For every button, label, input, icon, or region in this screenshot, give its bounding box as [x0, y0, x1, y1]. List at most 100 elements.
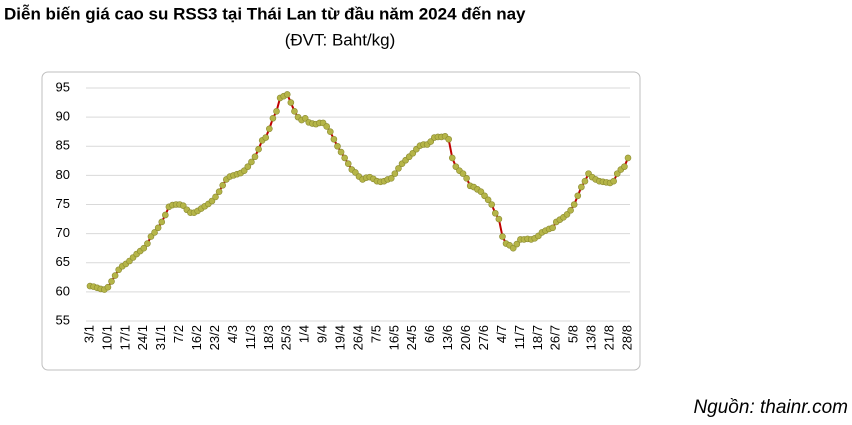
x-tick-label: 4/3: [225, 325, 240, 343]
marker: [158, 218, 166, 226]
x-tick-label: 3/1: [81, 325, 96, 343]
marker: [291, 108, 298, 115]
marker: [104, 283, 112, 291]
marker: [567, 207, 574, 214]
marker: [613, 170, 621, 177]
marker: [323, 123, 331, 130]
x-tick-label: 26/4: [350, 325, 365, 350]
marker: [352, 169, 359, 176]
marker: [477, 188, 485, 195]
marker: [549, 224, 556, 232]
marker: [208, 197, 216, 205]
x-tick-label: 18/3: [261, 325, 276, 350]
marker: [140, 244, 148, 252]
marker: [578, 183, 585, 191]
marker: [269, 114, 277, 122]
marker: [624, 154, 632, 162]
marker: [337, 148, 345, 156]
line: [89, 93, 629, 291]
marker: [448, 154, 456, 162]
marker: [463, 174, 470, 182]
x-tick-label: 21/8: [602, 325, 617, 350]
y-tick-label: 70: [56, 225, 70, 240]
x-tick-label: 13/6: [440, 325, 455, 350]
marker: [212, 193, 219, 201]
marker: [344, 160, 352, 168]
marker: [484, 196, 492, 204]
marker: [341, 154, 348, 162]
marker: [273, 108, 280, 115]
marker: [581, 177, 589, 185]
marker: [219, 181, 227, 189]
marker: [334, 142, 341, 150]
marker: [162, 211, 169, 219]
marker: [481, 192, 488, 200]
x-tick-label: 20/6: [458, 325, 473, 350]
y-tick-label: 55: [56, 312, 70, 327]
marker: [499, 233, 506, 240]
marker: [327, 128, 334, 135]
x-tick-label: 18/7: [530, 325, 545, 350]
marker: [244, 163, 252, 170]
marker: [574, 192, 582, 200]
x-tick-label: 24/1: [135, 325, 150, 350]
marker: [387, 174, 395, 182]
plot-frame: [41, 71, 641, 371]
x-tick-label: 27/6: [476, 325, 491, 350]
x-tick-label: 7/2: [171, 325, 186, 343]
x-tick-label: 24/5: [404, 325, 419, 350]
marker: [147, 233, 155, 240]
marker: [301, 114, 309, 122]
marker: [621, 163, 628, 170]
y-tick-label: 60: [56, 283, 70, 298]
marker: [488, 201, 496, 208]
x-tick-label: 7/5: [368, 325, 383, 343]
x-tick-label: 25/3: [279, 325, 294, 350]
marker: [248, 158, 255, 166]
x-tick-label: 4/7: [494, 325, 509, 343]
x-tick-label: 1/4: [297, 325, 312, 343]
x-tick-label: 17/1: [117, 325, 132, 350]
marker: [570, 201, 578, 208]
marker: [215, 188, 223, 195]
marker: [179, 202, 187, 209]
marker: [391, 170, 399, 177]
marker: [111, 272, 119, 279]
marker: [144, 240, 151, 247]
marker: [452, 163, 460, 170]
x-tick-label: 5/8: [566, 325, 581, 343]
x-tick-label: 28/8: [619, 325, 634, 350]
marker: [395, 165, 402, 172]
source-note: Nguồn: thainr.com: [693, 397, 848, 418]
x-tick-label: 13/8: [584, 325, 599, 350]
marker: [509, 244, 517, 252]
marker: [491, 209, 499, 217]
marker: [330, 135, 338, 143]
marker: [495, 215, 503, 223]
x-tick-label: 11/7: [512, 325, 527, 349]
chart-title: Diễn biến giá cao su RSS3 tại Thái Lan t…: [4, 4, 526, 23]
y-tick-label: 65: [56, 254, 70, 269]
marker: [240, 167, 248, 175]
y-tick-label: 75: [56, 196, 70, 211]
y-tick-label: 80: [56, 167, 70, 182]
x-tick-label: 31/1: [153, 325, 168, 350]
chart-subtitle: (ĐVT: Baht/kg): [285, 30, 396, 49]
marker: [513, 240, 521, 248]
x-tick-label: 23/2: [207, 325, 222, 350]
x-tick-label: 16/5: [386, 325, 401, 350]
marker: [151, 229, 158, 236]
marker: [445, 135, 452, 143]
x-tick-label: 6/6: [422, 325, 437, 343]
marker: [266, 125, 273, 133]
marker: [251, 153, 259, 161]
x-tick-label: 10/1: [99, 325, 114, 350]
marker: [108, 278, 115, 285]
y-tick-label: 85: [56, 138, 70, 153]
marker: [255, 145, 262, 153]
marker: [427, 138, 435, 145]
x-tick-label: 16/2: [189, 325, 204, 350]
y-tick-label: 95: [56, 79, 70, 94]
y-tick-label: 90: [56, 109, 70, 124]
